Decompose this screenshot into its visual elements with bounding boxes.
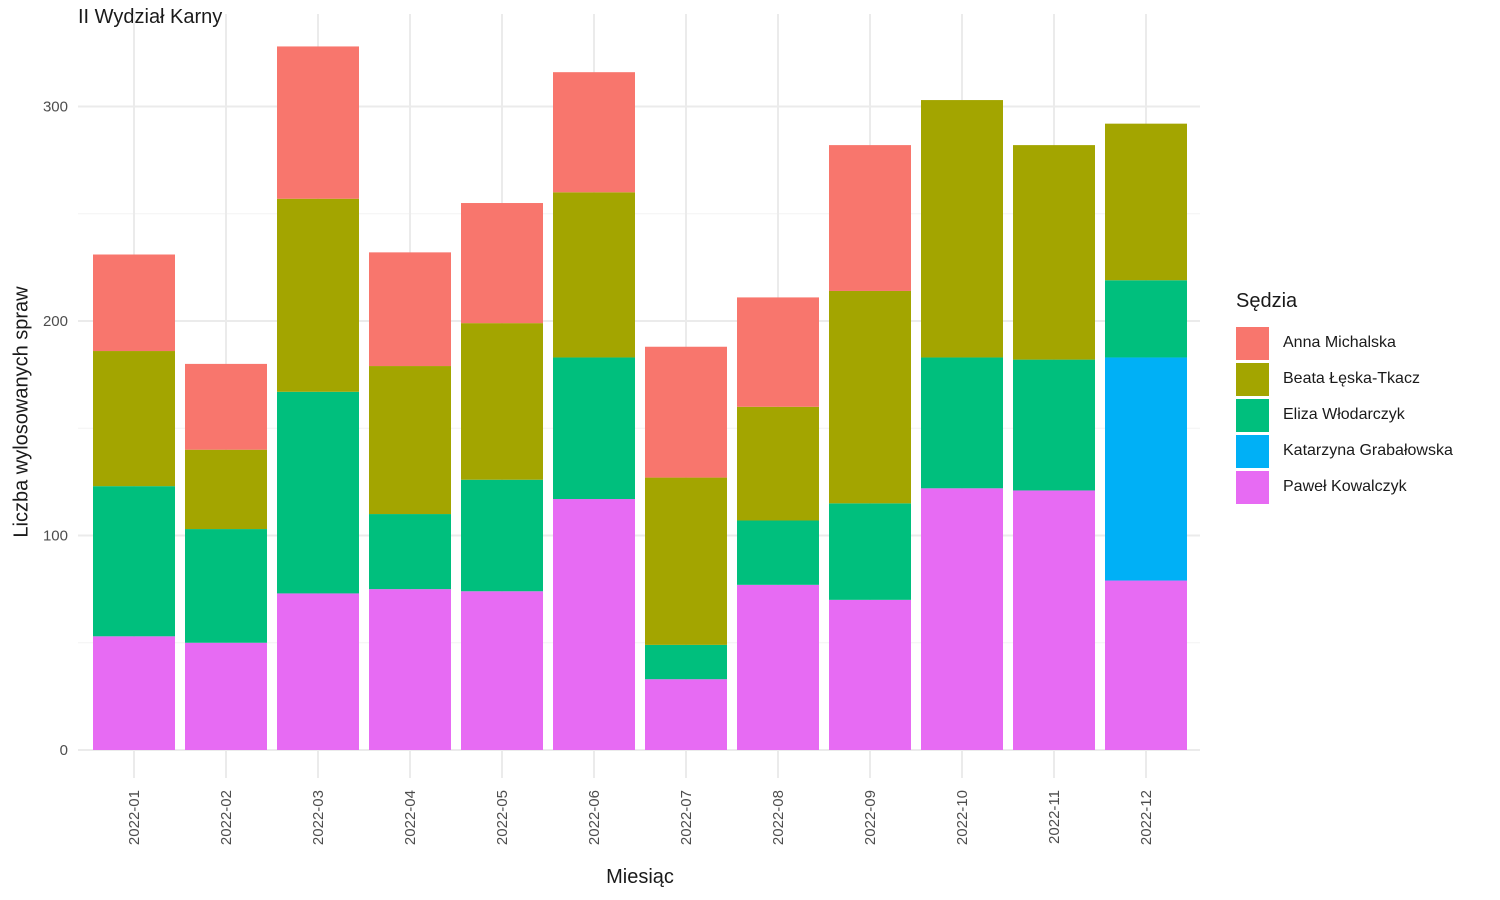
legend-key: [1236, 326, 1269, 360]
x-tick-label: 2022-06: [586, 790, 603, 845]
bar-2022-01-pawel-kowalczyk: [93, 636, 175, 750]
bar-2022-06-beata-leska-tkacz: [553, 192, 635, 358]
x-axis-label: Miesiąc: [606, 866, 674, 888]
tick-labels: 0 100 200 300 2022-01 2022-02 2022-03 2022-04 20…: [43, 99, 1155, 846]
bar-2022-03-pawel-kowalczyk: [277, 593, 359, 750]
bar-2022-09-pawel-kowalczyk: [829, 599, 911, 750]
bar-2022-03-anna-michalska: [277, 46, 359, 199]
bar-2022-07-eliza-wlodarczyk: [645, 644, 727, 680]
bar-2022-10-pawel-kowalczyk: [921, 488, 1003, 750]
legend-title: Sędzia: [1236, 290, 1298, 312]
x-tick-label: 2022-01: [126, 790, 143, 845]
bar-2022-09-anna-michalska: [829, 145, 911, 291]
legend-label: Anna Michalska: [1283, 334, 1396, 351]
legend-item-beata-leska-tkacz: Beata Łęska-Tkacz: [1236, 361, 1453, 397]
bars: [93, 46, 1187, 750]
bar-2022-09-beata-leska-tkacz: [829, 290, 911, 504]
bar-2022-12-pawel-kowalczyk: [1105, 580, 1187, 750]
bar-2022-07-beata-leska-tkacz: [645, 477, 727, 645]
legend-items: Anna Michalska Beata Łęska-Tkacz Eliza Wło…: [1236, 325, 1453, 505]
bar-2022-04-beata-leska-tkacz: [369, 366, 451, 515]
bar-2022-05-eliza-wlodarczyk: [461, 479, 543, 592]
x-tick-label: 2022-10: [954, 790, 971, 845]
x-tick-label: 2022-09: [862, 790, 879, 845]
bar-2022-06-anna-michalska: [553, 72, 635, 193]
x-tick-label: 2022-05: [494, 790, 511, 845]
bar-2022-01-beata-leska-tkacz: [93, 351, 175, 487]
legend-label: Eliza Włodarczyk: [1283, 406, 1405, 423]
bar-2022-06-eliza-wlodarczyk: [553, 357, 635, 500]
bar-2022-02-pawel-kowalczyk: [185, 642, 267, 750]
y-tick-label: 300: [43, 99, 68, 116]
bar-2022-02-beata-leska-tkacz: [185, 449, 267, 530]
bar-2022-12-katarzyna-grabalowska: [1105, 357, 1187, 581]
y-tick-label: 0: [60, 742, 68, 759]
y-tick-label: 200: [43, 313, 68, 330]
y-tick-label: 100: [43, 528, 68, 545]
x-tick-label: 2022-02: [218, 790, 235, 845]
bar-2022-11-pawel-kowalczyk: [1013, 490, 1095, 750]
bar-2022-11-beata-leska-tkacz: [1013, 145, 1095, 360]
bar-2022-12-beata-leska-tkacz: [1105, 123, 1187, 281]
legend-label: Katarzyna Grabałowska: [1283, 442, 1453, 459]
bar-2022-05-anna-michalska: [461, 203, 543, 324]
bar-2022-10-beata-leska-tkacz: [921, 100, 1003, 358]
legend-label: Beata Łęska-Tkacz: [1283, 370, 1420, 387]
bar-2022-03-beata-leska-tkacz: [277, 198, 359, 392]
chart-title: II Wydział Karny: [78, 6, 223, 28]
bar-2022-05-beata-leska-tkacz: [461, 323, 543, 480]
x-tick-label: 2022-07: [678, 790, 695, 845]
bar-2022-01-anna-michalska: [93, 254, 175, 352]
legend-item-pawel-kowalczyk: Paweł Kowalczyk: [1236, 469, 1453, 505]
bar-2022-08-eliza-wlodarczyk: [737, 520, 819, 585]
bar-2022-03-eliza-wlodarczyk: [277, 391, 359, 594]
bar-2022-10-eliza-wlodarczyk: [921, 357, 1003, 489]
legend-key: [1236, 362, 1269, 396]
x-tick-label: 2022-11: [1046, 790, 1063, 844]
x-tick-label: 2022-03: [310, 790, 327, 845]
bar-2022-12-eliza-wlodarczyk: [1105, 280, 1187, 358]
bar-2022-07-anna-michalska: [645, 346, 727, 478]
bar-2022-04-pawel-kowalczyk: [369, 589, 451, 750]
x-tick-label: 2022-12: [1138, 790, 1155, 845]
legend-item-anna-michalska: Anna Michalska: [1236, 325, 1453, 361]
legend: Sędzia Anna Michalska Beata Łęska-Tkacz El…: [1236, 290, 1453, 505]
legend-key: [1236, 398, 1269, 432]
bar-2022-08-anna-michalska: [737, 297, 819, 407]
bar-2022-08-pawel-kowalczyk: [737, 584, 819, 750]
legend-key: [1236, 470, 1269, 504]
bar-2022-08-beata-leska-tkacz: [737, 406, 819, 521]
bar-2022-07-pawel-kowalczyk: [645, 679, 727, 750]
legend-item-katarzyna-grabalowska: Katarzyna Grabałowska: [1236, 433, 1453, 469]
legend-label: Paweł Kowalczyk: [1283, 478, 1407, 495]
bar-2022-06-pawel-kowalczyk: [553, 499, 635, 750]
bar-2022-11-eliza-wlodarczyk: [1013, 359, 1095, 491]
bar-2022-02-eliza-wlodarczyk: [185, 529, 267, 643]
bar-2022-02-anna-michalska: [185, 363, 267, 450]
bar-2022-05-pawel-kowalczyk: [461, 591, 543, 750]
bar-2022-09-eliza-wlodarczyk: [829, 503, 911, 600]
legend-item-eliza-wlodarczyk: Eliza Włodarczyk: [1236, 397, 1453, 433]
legend-key: [1236, 434, 1269, 468]
bar-2022-01-eliza-wlodarczyk: [93, 486, 175, 637]
x-tick-label: 2022-08: [770, 790, 787, 845]
bar-2022-04-anna-michalska: [369, 252, 451, 367]
bar-2022-04-eliza-wlodarczyk: [369, 514, 451, 590]
x-tick-label: 2022-04: [402, 790, 419, 845]
